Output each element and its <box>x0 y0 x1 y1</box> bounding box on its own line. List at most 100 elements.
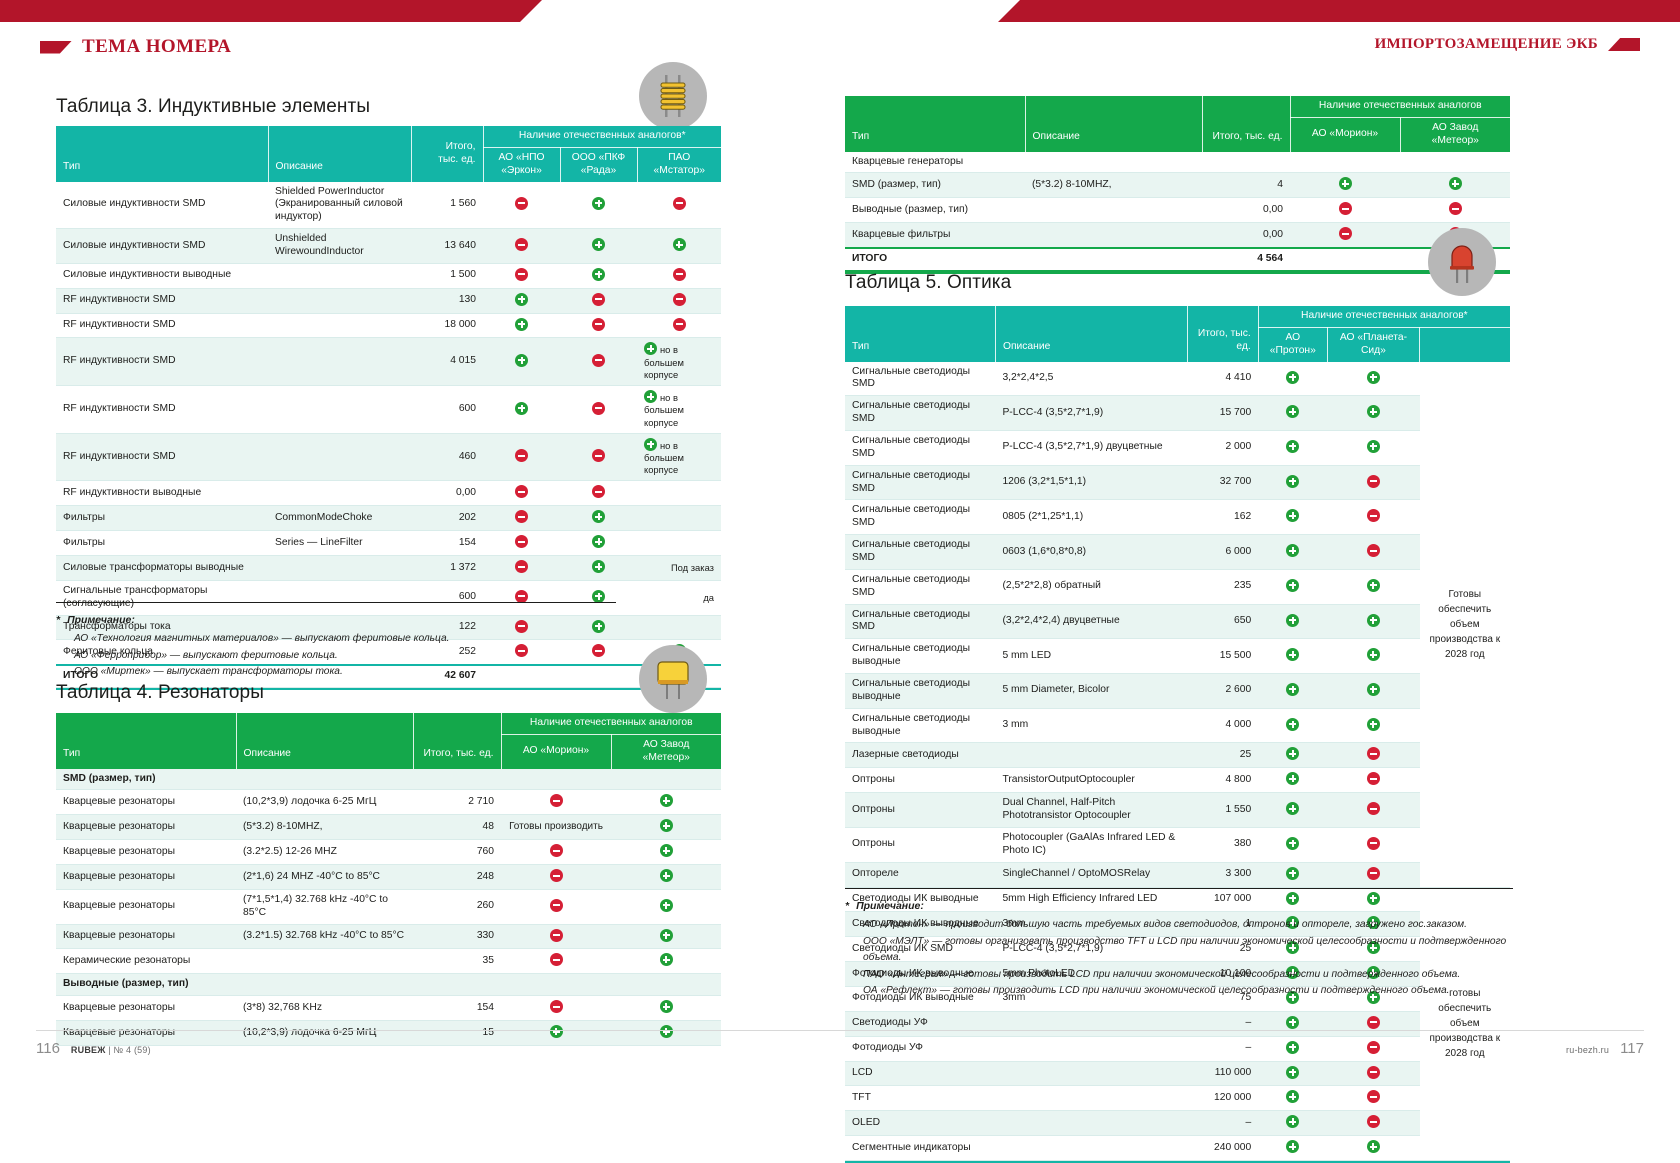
cell-total: 6 000 <box>1187 534 1259 570</box>
cell-type: RF индуктивности SMD <box>56 337 268 387</box>
unavailable-minus-icon <box>1366 1065 1380 1079</box>
cell-total: 154 <box>411 530 483 556</box>
table4-subheader-row: АО «Морион» АО Завод «Метеор» <box>56 734 721 769</box>
unavailable-minus-icon <box>515 238 528 252</box>
unavailable-minus-icon <box>1366 772 1380 786</box>
available-plus-icon <box>549 1025 563 1039</box>
available-plus-icon <box>1286 836 1300 850</box>
th-description: Описание <box>236 713 414 769</box>
cell-type: Выводные (размер, тип) <box>56 973 236 997</box>
table3-header-row: Тип Описание Итого, тыс. ед. Наличие отечест… <box>56 126 721 182</box>
unavailable-minus-icon <box>515 589 528 603</box>
cell-total: – <box>1187 1110 1259 1137</box>
table-row: Фотодиоды ИК выводные 5mm PhotoLED 10 100 <box>845 961 1510 987</box>
cell-total: 107 000 <box>1187 887 1259 913</box>
unavailable-minus-icon <box>515 560 528 573</box>
available-plus-icon <box>515 292 528 306</box>
cell-description <box>268 639 411 666</box>
th-group: Наличие отечественных аналогов* <box>483 126 721 148</box>
cell-type: RF индуктивности SMD <box>56 433 268 482</box>
cell-type: Кварцевые резонаторы <box>56 889 236 925</box>
unavailable-minus-icon <box>1366 747 1380 761</box>
cell-total: – <box>1187 1011 1259 1037</box>
table-row: Керамические резонаторы 35 <box>56 948 721 975</box>
table-row: Кварцевые резонаторы (3*8) 32,768 KHz 154 <box>56 995 721 1022</box>
available-plus-icon <box>1286 866 1300 880</box>
cell-total: 0,00 <box>1202 222 1290 249</box>
cell-vendor-1 <box>483 639 560 666</box>
cell-vendor-1 <box>1290 151 1400 174</box>
cell-description: P-LCC-4 (3,5*2,7*1,9) <box>995 395 1188 432</box>
cell-type: Сегментные индикаторы <box>845 1135 996 1161</box>
footer-magazine-meta: RUBEЖ | № 4 (59) <box>71 1045 151 1055</box>
cell-description: 0805 (2*1,25*1,1) <box>995 499 1188 536</box>
th-vendor-3: ПАО «Мстатор» <box>637 147 721 182</box>
cell-total: 1 560 <box>411 181 483 230</box>
cell-total: 2 710 <box>413 789 501 816</box>
cell-type: Сигнальные светодиоды SMD <box>845 569 996 605</box>
available-plus-icon <box>1366 966 1380 980</box>
cell-vendor-1 <box>1258 499 1328 536</box>
cell-total: 4 800 <box>1187 767 1259 794</box>
note-line: АО «Протон» — производит большую часть т… <box>863 919 1467 930</box>
cell-vendor-2 <box>560 615 637 641</box>
cell-vendor-3: но в большем корпусе <box>637 433 721 482</box>
cell-vendor-1 <box>501 948 611 975</box>
cell-description <box>995 1011 1188 1037</box>
footer-left: 116 RUBEЖ | № 4 (59) <box>36 1040 151 1057</box>
cell-type: Оптореле <box>845 862 996 888</box>
table5-container: Тип Описание Итого, тыс. ед. Наличие отечес… <box>845 306 1510 1163</box>
unavailable-minus-icon <box>549 898 563 912</box>
cell-vendor-3: но в большем корпусе <box>637 337 721 387</box>
cell-description: (3.2*1.5) 32.768 kHz -40°C to 85°C <box>236 924 413 950</box>
cell-total: 122 <box>411 615 483 641</box>
th-vendor-2: АО «Планета-Сид» <box>1327 327 1421 362</box>
available-plus-icon <box>1286 747 1300 761</box>
unavailable-minus-icon <box>592 449 605 463</box>
cell-vendor-2 <box>560 337 637 387</box>
available-plus-icon <box>1286 1065 1300 1079</box>
unavailable-minus-icon <box>672 267 686 281</box>
cell-vendor-1 <box>501 973 611 997</box>
cell-description <box>995 1085 1188 1112</box>
cell-type: Кварцевые резонаторы <box>56 864 236 890</box>
unavailable-minus-icon <box>592 401 605 415</box>
table-row: Светодиоды ИК выводные 3mm 1 <box>845 911 1510 938</box>
magazine-issue: | № 4 (59) <box>108 1045 151 1055</box>
cell-description: Series — LineFilter <box>268 530 411 556</box>
cell-description: 3,2*2,4*2,5 <box>995 361 1188 397</box>
unavailable-minus-icon <box>1366 509 1380 523</box>
table-row: SMD (размер, тип) (5*3.2) 8-10MHZ, 4 <box>845 172 1510 199</box>
table5-subheader-row: АО «Протон» АО «Планета-Сид» <box>845 327 1510 362</box>
table5-notes: * Примечание: АО «Протон» — производит бо… <box>845 888 1513 1000</box>
cell-vendor-2 <box>560 385 637 434</box>
cell-vendor-3: Под заказ <box>637 555 721 581</box>
available-plus-icon <box>1286 1140 1300 1154</box>
table-row: Светодиоды ИК выводные 5mm High Efficienc… <box>845 887 1510 1161</box>
cell-type: RF индуктивности SMD <box>56 288 268 314</box>
cell-vendor-2 <box>1327 1135 1420 1161</box>
cell-vendor-1 <box>1258 1110 1328 1137</box>
cell-total: 18 000 <box>411 313 483 339</box>
cell-description: 3 mm <box>995 708 1188 744</box>
table-row: Сигнальные светодиоды SMD 3,2*2,4*2,5 4 41… <box>845 361 1510 888</box>
available-plus-icon <box>1286 578 1300 592</box>
table-row: SMD (размер, тип) <box>56 768 721 791</box>
led-icon <box>1450 245 1474 283</box>
running-head-left-label: ТЕМА НОМЕРА <box>82 36 232 57</box>
page-number-left: 116 <box>36 1040 60 1057</box>
cell-type: Сигнальные светодиоды выводные <box>845 673 996 709</box>
cell-vendor-2 <box>611 768 721 791</box>
cell-type: Керамические резонаторы <box>56 948 236 975</box>
available-plus-icon <box>515 401 528 415</box>
cell-description: SingleChannel / OptoMOSRelay <box>995 862 1188 888</box>
available-plus-icon <box>659 953 673 967</box>
cell-total: 260 <box>413 889 501 925</box>
cell-type: Светодиоды ИК выводные <box>845 911 996 938</box>
cell-type: Силовые индуктивности выводные <box>56 263 268 289</box>
cell-vendor-3 <box>637 181 721 230</box>
cell-vendor-1 <box>1290 172 1400 199</box>
table-row: Сигнальные светодиоды SMD (3,2*2,4*2,4) д… <box>845 604 1510 640</box>
th-type: Тип <box>845 96 1026 152</box>
cell-vendor-3 <box>637 228 721 264</box>
